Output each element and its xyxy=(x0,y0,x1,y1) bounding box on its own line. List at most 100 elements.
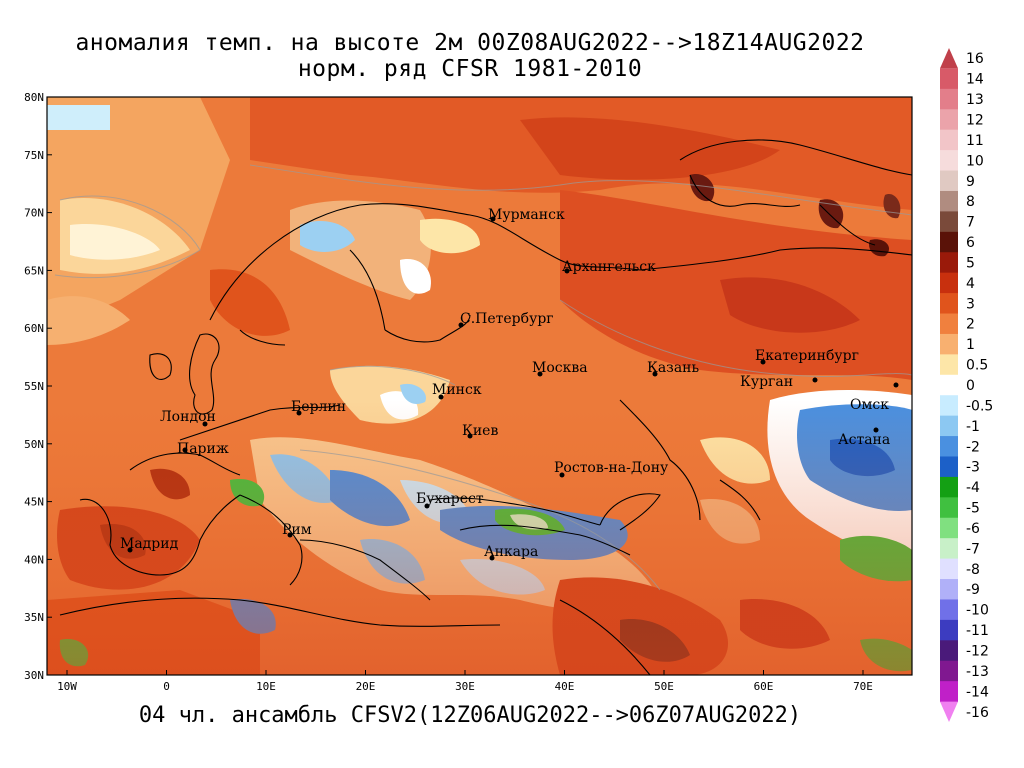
colorbar-cell xyxy=(940,211,958,233)
lon-label: 50E xyxy=(654,680,674,693)
colorbar-label: -7 xyxy=(966,541,980,557)
colorbar-cell xyxy=(940,619,958,641)
colorbar-label: 4 xyxy=(966,276,975,292)
colorbar-cell xyxy=(940,517,958,539)
lat-label: 40N xyxy=(24,553,44,566)
colorbar-label: -0.5 xyxy=(966,398,993,414)
colorbar-label: -6 xyxy=(966,521,980,537)
city-dot xyxy=(127,547,133,553)
city-label: Екатеринбург xyxy=(755,348,859,364)
lat-label: 45N xyxy=(24,496,44,509)
city-dot xyxy=(564,268,570,274)
city-label: Курган xyxy=(740,374,793,390)
colorbar-label: -12 xyxy=(966,644,989,660)
colorbar-cell xyxy=(940,48,958,69)
colorbar-cell xyxy=(940,497,958,519)
city-label: Астана xyxy=(838,432,890,448)
lat-label: 75N xyxy=(24,149,44,162)
colorbar-cell xyxy=(940,252,958,274)
lon-label: 30E xyxy=(455,680,475,693)
city-label: Минск xyxy=(432,382,482,398)
colorbar-label: -11 xyxy=(966,623,989,639)
colorbar-label: 6 xyxy=(966,235,975,251)
colorbar-cell xyxy=(940,436,958,457)
colorbar-cell xyxy=(940,170,958,192)
colorbar-cell xyxy=(940,129,958,151)
lat-label: 55N xyxy=(24,380,44,393)
colorbar-label: 5 xyxy=(966,255,975,271)
colorbar-label: -1 xyxy=(966,419,980,435)
colorbar-cell xyxy=(940,456,958,478)
colorbar-label: -8 xyxy=(966,562,980,578)
city-dot xyxy=(458,322,464,328)
ensemble-label: 04 чл. ансамбль CFSV2(12Z06AUG2022-->06Z… xyxy=(138,703,802,728)
lat-label: 70N xyxy=(24,207,44,220)
colorbar-cell xyxy=(940,538,958,560)
city-dot xyxy=(438,394,444,400)
city-label: Рим xyxy=(282,522,312,538)
colorbar-label: 11 xyxy=(966,133,984,149)
city-dot xyxy=(537,371,543,377)
city-label: С.Петербург xyxy=(460,311,554,327)
colorbar-cell xyxy=(940,476,958,498)
coastlines xyxy=(59,139,912,675)
lon-label: 60E xyxy=(754,680,774,693)
colorbar-cell xyxy=(940,88,958,110)
colorbar-label: 1 xyxy=(966,337,975,353)
lat-label: 80N xyxy=(24,91,44,104)
latitude-axis: 80N 75N 70N 65N 60N 55N 50N 45N 40N 35N 30N xyxy=(24,91,52,682)
lat-label: 30N xyxy=(24,669,44,682)
colorbar-label: -16 xyxy=(966,705,989,721)
colorbar-cell xyxy=(940,231,958,253)
colorbar-label: 14 xyxy=(966,72,984,88)
colorbar-cell xyxy=(940,313,958,335)
colorbar-cell xyxy=(940,599,958,621)
city-label: Бухарест xyxy=(416,491,484,507)
colorbar-cell xyxy=(940,333,958,355)
colorbar-label: -2 xyxy=(966,439,980,455)
city-markers: Мурманск Архангельск С.Петербург Москва Каза… xyxy=(120,207,899,561)
colorbar-label: 13 xyxy=(966,92,984,108)
colorbar-label: 12 xyxy=(966,112,984,128)
lon-label: 20E xyxy=(356,680,376,693)
colorbar: 16 14 13 12 11 10 9 8 7 6 5 4 3 2 1 0.5 0 -0.5 -1 -2 -3 -4 -5 -… xyxy=(940,48,993,722)
lat-label: 60N xyxy=(24,322,44,335)
lat-label: 65N xyxy=(24,264,44,277)
colorbar-cell xyxy=(940,701,958,722)
city-label: Мурманск xyxy=(488,207,565,223)
lon-label: 70E xyxy=(853,680,873,693)
colorbar-label: 0 xyxy=(966,378,975,394)
city-label: Омск xyxy=(850,397,889,413)
colorbar-cell xyxy=(940,150,958,172)
colorbar-cell xyxy=(940,293,958,315)
lon-label: 0 xyxy=(163,680,170,693)
city-dot xyxy=(893,382,899,388)
city-label: Казань xyxy=(647,360,699,376)
lat-label: 50N xyxy=(24,438,44,451)
colorbar-label: -10 xyxy=(966,603,989,619)
colorbar-cell xyxy=(940,68,958,90)
city-dot xyxy=(652,371,658,377)
lon-label: 10E xyxy=(256,680,276,693)
colorbar-label: 0.5 xyxy=(966,358,988,374)
longitude-axis: 10W 0 10E 20E 30E 40E 50E 60E 70E xyxy=(57,670,873,693)
city-label: Анкара xyxy=(484,544,538,560)
colorbar-cell xyxy=(940,190,958,212)
city-label: Архангельск xyxy=(562,259,656,275)
lon-label: 40E xyxy=(555,680,575,693)
city-dot xyxy=(202,421,208,427)
colorbar-cell xyxy=(940,681,958,703)
colorbar-cell xyxy=(940,558,958,580)
anomaly-field xyxy=(47,97,912,675)
city-dot xyxy=(873,427,879,433)
city-label: Париж xyxy=(177,441,229,457)
colorbar-cell xyxy=(940,660,958,682)
colorbar-label: 16 xyxy=(966,51,984,67)
city-dot xyxy=(760,359,766,365)
lat-label: 35N xyxy=(24,611,44,624)
chart-subtitle: норм. ряд CFSR 1981-2010 xyxy=(297,56,643,82)
city-dot xyxy=(490,216,496,222)
colorbar-cell xyxy=(940,354,958,376)
city-dot xyxy=(424,503,430,509)
